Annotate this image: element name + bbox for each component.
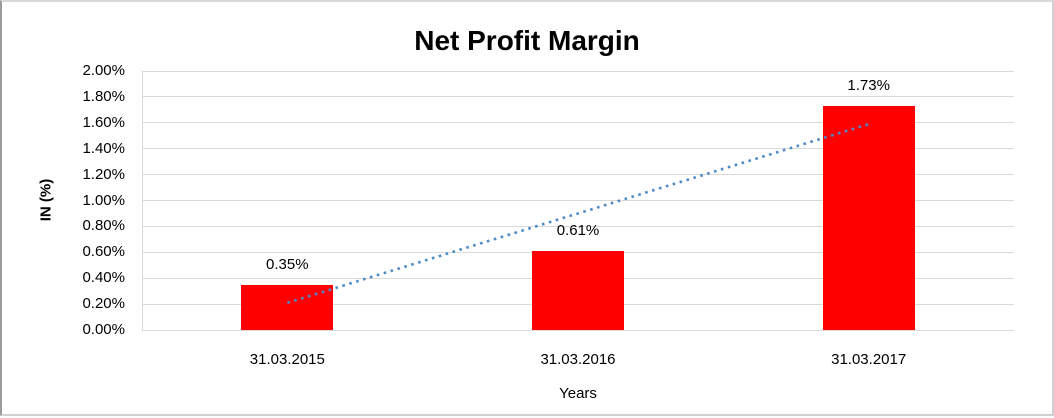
- x-tick-label: 31.03.2017: [831, 351, 907, 368]
- y-tick-label: 2.00%: [82, 62, 125, 79]
- x-axis-title: Years: [559, 385, 597, 402]
- gridline: [142, 96, 1014, 98]
- y-tick-label: 0.60%: [82, 243, 125, 261]
- gridline: [142, 329, 1014, 331]
- y-tick-label: 0.40%: [82, 269, 125, 287]
- y-tick-label: 1.40%: [82, 139, 125, 157]
- bar-value-label: 1.73%: [847, 76, 890, 94]
- bar: [532, 251, 624, 330]
- y-tick-label: 0.80%: [82, 217, 125, 235]
- y-tick-label: 0.00%: [82, 321, 125, 338]
- y-tick-label: 1.60%: [82, 113, 125, 131]
- chart-title: Net Profit Margin: [414, 25, 640, 56]
- gridline: [142, 122, 1014, 124]
- y-tick-label: 0.20%: [82, 295, 125, 313]
- bar: [241, 284, 334, 330]
- bar-value-label: 0.35%: [266, 255, 309, 273]
- y-tick-label: 1.00%: [82, 191, 125, 209]
- bar: [822, 105, 915, 330]
- y-tick-label: 1.20%: [82, 165, 125, 183]
- y-tick-label: 1.80%: [82, 87, 125, 105]
- x-tick-label: 31.03.2016: [540, 351, 616, 368]
- bar-value-label: 0.61%: [556, 222, 600, 239]
- y-axis-line: [142, 71, 143, 330]
- gridline: [142, 70, 1014, 72]
- x-tick-label: 31.03.2015: [249, 351, 325, 368]
